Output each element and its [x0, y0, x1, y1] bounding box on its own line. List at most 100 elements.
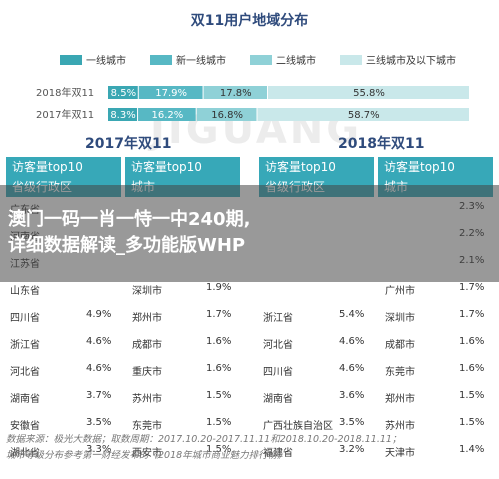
share-value: 3.2%	[339, 444, 365, 455]
table-row: 浙江省 4.6% 成都市 1.6%	[6, 332, 240, 354]
region-name: 郑州市	[132, 313, 162, 324]
region-name: 湖南省	[263, 394, 293, 405]
bar-segment	[138, 86, 203, 99]
region-name: 浙江省	[263, 313, 293, 324]
footer-line-2: 城市等级分布参考第一财经发布的《2018年城市商业魅力排行榜》	[6, 450, 287, 461]
overlay-banner	[0, 185, 499, 282]
share-value: 1.5%	[206, 417, 232, 428]
bar-segment	[196, 108, 257, 121]
table-row: 福建省 3.2% 天津市 1.4%	[259, 440, 493, 462]
region-name: 福建省	[263, 448, 293, 459]
share-value: 4.6%	[339, 336, 365, 347]
legend-swatch	[250, 54, 272, 65]
table-row: 湖南省 3.7% 苏州市 1.5%	[6, 386, 240, 408]
overlay-line-1: 澳门一码一肖一恃一中240期,	[8, 209, 251, 230]
region-name: 苏州市	[385, 421, 415, 432]
region-name: 成都市	[132, 340, 162, 351]
year-label-2017: 2017年双11	[85, 136, 172, 152]
share-value: 1.7%	[206, 309, 232, 320]
legend-item: 三线城市及以下城市	[340, 52, 456, 67]
legend-swatch	[60, 54, 82, 65]
region-name: 天津市	[385, 448, 415, 459]
category-label: 2017年双11	[36, 108, 94, 121]
share-value: 1.7%	[459, 282, 485, 293]
legend-label: 新一线城市	[176, 56, 226, 67]
region-name: 深圳市	[385, 313, 415, 324]
region-name: 苏州市	[132, 394, 162, 405]
share-value: 1.6%	[206, 336, 232, 347]
legend-swatch	[340, 54, 362, 65]
footer-line-1: 数据来源：极光大数据；取数周期：2017.10.20-2017.11.11和20…	[6, 434, 402, 445]
bar-value-label: 17.9%	[155, 88, 187, 99]
share-value: 4.6%	[86, 336, 112, 347]
legend-label: 二线城市	[276, 56, 316, 67]
table-row: 安徽省 3.5% 东莞市 1.5%	[6, 413, 240, 435]
footer-note: 数据来源：极光大数据；取数周期：2017.10.20-2017.11.11和20…	[6, 432, 496, 464]
table-row: 山东省 深圳市 1.9%	[6, 278, 240, 300]
legend: 一线城市 新一线城市 二线城市 三线城市及以下城市	[40, 52, 489, 70]
share-value: 1.9%	[206, 282, 232, 293]
table-row: 浙江省 5.4% 深圳市 1.7%	[259, 305, 493, 327]
share-value: 4.9%	[86, 309, 112, 320]
region-name: 重庆市	[132, 367, 162, 378]
bar-segment	[108, 86, 138, 99]
legend-item: 二线城市	[250, 52, 316, 67]
table-row: 湖北省 3.3% 西安市 1.5%	[6, 440, 240, 462]
region-name: 河北省	[10, 367, 40, 378]
legend-label: 三线城市及以下城市	[366, 56, 456, 67]
bar-segment	[257, 108, 469, 121]
category-label: 2018年双11	[36, 86, 94, 99]
region-name: 西安市	[132, 448, 162, 459]
share-value: 3.6%	[339, 390, 365, 401]
bar-value-label: 17.8%	[220, 88, 252, 99]
bar-value-label: 8.3%	[110, 110, 135, 121]
share-value: 1.6%	[459, 336, 485, 347]
region-name: 浙江省	[10, 340, 40, 351]
share-value: 3.5%	[86, 417, 112, 428]
overlay-headline: 澳门一码一肖一恃一中240期, 详细数据解读_多功能版WHP	[8, 207, 498, 259]
share-value: 1.4%	[459, 444, 485, 455]
share-value: 1.7%	[459, 309, 485, 320]
share-value: 1.5%	[459, 417, 485, 428]
region-name: 四川省	[263, 367, 293, 378]
share-value: 1.5%	[459, 390, 485, 401]
region-name: 四川省	[10, 313, 40, 324]
header-title: 访客量top10	[384, 160, 455, 174]
table-row: 广州市 1.7%	[259, 278, 493, 300]
table-row: 四川省 4.6% 东莞市 1.6%	[259, 359, 493, 381]
bar-segment	[138, 108, 196, 121]
bar-value-label: 16.8%	[211, 110, 243, 121]
share-value: 3.3%	[86, 444, 112, 455]
share-value: 4.6%	[339, 363, 365, 374]
legend-item: 新一线城市	[150, 52, 226, 67]
region-name: 东莞市	[385, 367, 415, 378]
overlay-line-2: 详细数据解读_多功能版WHP	[8, 235, 246, 256]
table-row: 广西壮族自治区 3.5% 苏州市 1.5%	[259, 413, 493, 435]
share-value: 3.7%	[86, 390, 112, 401]
table-row: 河北省 4.6% 成都市 1.6%	[259, 332, 493, 354]
bar-segment	[108, 108, 138, 121]
bar-value-label: 55.8%	[353, 88, 385, 99]
region-name: 湖南省	[10, 394, 40, 405]
bar-value-label: 16.2%	[151, 110, 183, 121]
legend-swatch	[150, 54, 172, 65]
table-row: 湖南省 3.6% 郑州市 1.5%	[259, 386, 493, 408]
region-name: 山东省	[10, 286, 40, 297]
region-name: 东莞市	[132, 421, 162, 432]
share-value: 1.5%	[206, 444, 232, 455]
region-name: 深圳市	[132, 286, 162, 297]
header-title: 访客量top10	[131, 160, 202, 174]
bar-segment	[203, 86, 268, 99]
region-name: 成都市	[385, 340, 415, 351]
legend-label: 一线城市	[86, 56, 126, 67]
table-row: 四川省 4.9% 郑州市 1.7%	[6, 305, 240, 327]
region-name: 郑州市	[385, 394, 415, 405]
table-body: 2.3%2.2%2.1%广州市1.7%浙江省5.4%深圳市1.7%河北省4.6%…	[259, 197, 493, 472]
region-name: 湖北省	[10, 448, 40, 459]
chart-title: 双11用户地域分布	[190, 13, 309, 29]
legend-item: 一线城市	[60, 52, 126, 67]
share-value: 1.5%	[206, 390, 232, 401]
header-title: 访客量top10	[265, 160, 336, 174]
table-row: 河北省 4.6% 重庆市 1.6%	[6, 359, 240, 381]
